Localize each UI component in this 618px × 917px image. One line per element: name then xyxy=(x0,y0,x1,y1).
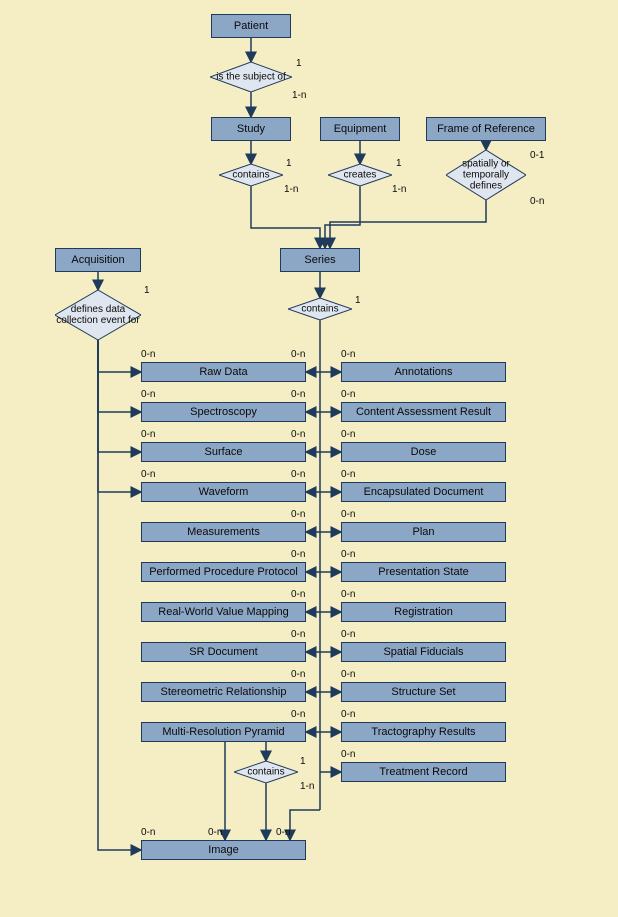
node-patient: Patient xyxy=(211,14,291,38)
node-mrp_contains: contains xyxy=(234,761,298,783)
cardinality-r_ppp: 0-n xyxy=(291,549,305,560)
cardinality-r_stereo: 0-n xyxy=(291,669,305,680)
node-dose: Dose xyxy=(341,442,506,462)
cardinality-a_ss: 0-n xyxy=(341,669,355,680)
node-stereo: Stereometric Relationship xyxy=(141,682,306,702)
node-encdoc: Encapsulated Document xyxy=(341,482,506,502)
node-study_contains: contains xyxy=(219,164,283,186)
cardinality-r_spec: 0-n xyxy=(291,389,305,400)
cardinality-c7: 0-1 xyxy=(530,150,544,161)
node-series_contains: contains xyxy=(288,298,352,320)
cardinality-a_dose: 0-n xyxy=(341,429,355,440)
cardinality-c1: 1 xyxy=(296,58,302,69)
node-rawdata: Raw Data xyxy=(141,362,306,382)
node-is_subject: is the subject of xyxy=(210,62,292,92)
node-trecord: Treatment Record xyxy=(341,762,506,782)
node-structset: Structure Set xyxy=(341,682,506,702)
cardinality-c9: 1 xyxy=(144,285,150,296)
node-annotations: Annotations xyxy=(341,362,506,382)
cardinality-r_surf: 0-n xyxy=(291,429,305,440)
cardinality-c5: 1 xyxy=(396,158,402,169)
node-srdoc: SR Document xyxy=(141,642,306,662)
cardinality-r_rwvm: 0-n xyxy=(291,589,305,600)
node-pstate: Presentation State xyxy=(341,562,506,582)
node-registration: Registration xyxy=(341,602,506,622)
cardinality-r_mrp: 0-n xyxy=(291,709,305,720)
node-study: Study xyxy=(211,117,291,141)
cardinality-r_wave: 0-n xyxy=(291,469,305,480)
node-rwvm: Real-World Value Mapping xyxy=(141,602,306,622)
cardinality-a_trec: 0-n xyxy=(341,749,355,760)
node-series: Series xyxy=(280,248,360,272)
node-image: Image xyxy=(141,840,306,860)
cardinality-l_spec: 0-n xyxy=(141,389,155,400)
cardinality-r_sr: 0-n xyxy=(291,629,305,640)
node-measurements: Measurements xyxy=(141,522,306,542)
cardinality-c8: 0-n xyxy=(530,196,544,207)
node-equipment: Equipment xyxy=(320,117,400,141)
cardinality-a_ps: 0-n xyxy=(341,549,355,560)
cardinality-mrpc2: 1-n xyxy=(300,781,314,792)
cardinality-a_car: 0-n xyxy=(341,389,355,400)
cardinality-c4: 1-n xyxy=(284,184,298,195)
node-mrp: Multi-Resolution Pyramid xyxy=(141,722,306,742)
diagram-canvas: Patient is the subject of Study Equipment Fr… xyxy=(0,0,618,917)
cardinality-r_meas: 0-n xyxy=(291,509,305,520)
cardinality-c6: 1-n xyxy=(392,184,406,195)
cardinality-a_tr: 0-n xyxy=(341,709,355,720)
cardinality-img_l: 0-n xyxy=(141,827,155,838)
cardinality-c2: 1-n xyxy=(292,90,306,101)
node-creates: creates xyxy=(328,164,392,186)
node-tract: Tractography Results xyxy=(341,722,506,742)
cardinality-l_surf: 0-n xyxy=(141,429,155,440)
node-defines_dc: defines data collection event for xyxy=(55,290,141,340)
cardinality-c3: 1 xyxy=(286,158,292,169)
cardinality-l_wave: 0-n xyxy=(141,469,155,480)
cardinality-c10: 1 xyxy=(355,295,361,306)
node-car: Content Assessment Result xyxy=(341,402,506,422)
node-surface: Surface xyxy=(141,442,306,462)
cardinality-img_m: 0-n xyxy=(208,827,222,838)
node-spectroscopy: Spectroscopy xyxy=(141,402,306,422)
node-frameref: Frame of Reference xyxy=(426,117,546,141)
cardinality-a_ann: 0-n xyxy=(341,349,355,360)
node-acquisition: Acquisition xyxy=(55,248,141,272)
cardinality-img_r: 0-n xyxy=(276,827,290,838)
cardinality-a_reg: 0-n xyxy=(341,589,355,600)
node-plan: Plan xyxy=(341,522,506,542)
node-spatfid: Spatial Fiducials xyxy=(341,642,506,662)
cardinality-a_plan: 0-n xyxy=(341,509,355,520)
node-waveform: Waveform xyxy=(141,482,306,502)
cardinality-l_rawdata: 0-n xyxy=(141,349,155,360)
node-ppp: Performed Procedure Protocol xyxy=(141,562,306,582)
cardinality-mrpc1: 1 xyxy=(300,756,306,767)
cardinality-a_enc: 0-n xyxy=(341,469,355,480)
node-spatially: spatially or temporally defines xyxy=(446,150,526,200)
cardinality-a_sf: 0-n xyxy=(341,629,355,640)
cardinality-r_rawdata: 0-n xyxy=(291,349,305,360)
